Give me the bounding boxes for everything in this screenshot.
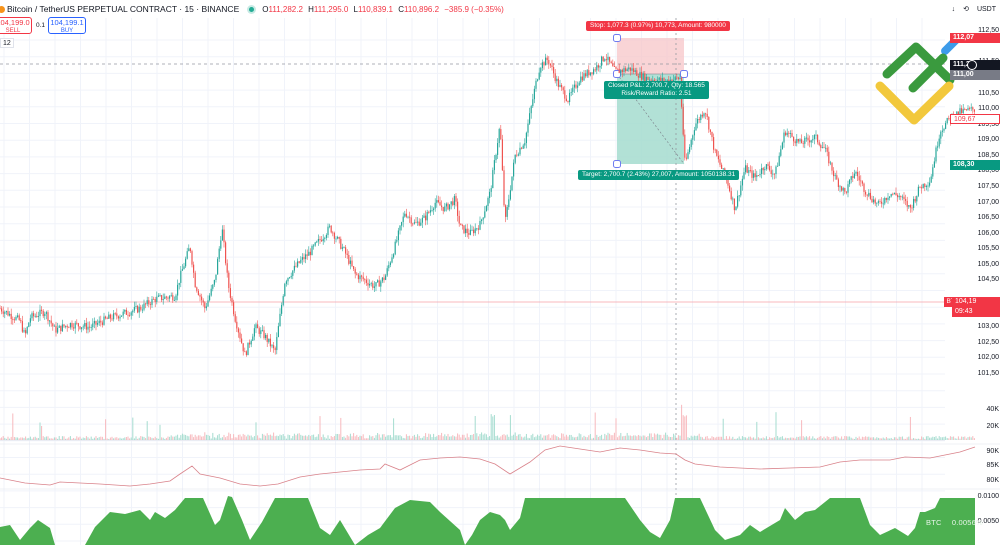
- volume-axis-label: 20K: [986, 423, 999, 430]
- price-axis-label: 110,00: [978, 105, 999, 113]
- crosshair-plus-icon[interactable]: [967, 60, 977, 70]
- close-price-tag: 109,67: [950, 114, 1000, 124]
- funding-symbol: BTC: [926, 518, 942, 527]
- indicator-axis-label: 85K: [986, 462, 999, 469]
- funding-value: 0.0056%: [951, 518, 983, 527]
- market-open-icon: [249, 6, 255, 12]
- last-price-tag: 104,19 09:43: [952, 297, 1000, 317]
- funding-axis-label: 0.0050: [977, 518, 999, 525]
- bitcoin-icon: [0, 5, 5, 13]
- buy-label: BUY: [60, 28, 74, 34]
- price-axis-label: 108,00: [977, 167, 999, 175]
- sell-price: 104,199.0: [0, 18, 30, 27]
- price-axis-label: 105,50: [977, 245, 999, 253]
- quantity-input[interactable]: 12: [0, 38, 14, 48]
- buy-price: 104,199.1: [50, 18, 84, 27]
- price-axis-label: 103,00: [977, 323, 999, 331]
- grid: [0, 18, 945, 545]
- stop-label[interactable]: Stop: 1,077.3 (0.97%) 10,773, Amount: 98…: [586, 21, 730, 31]
- symbol-title[interactable]: Bitcoin / TetherUS PERPETUAL CONTRACT · …: [7, 4, 240, 14]
- price-axis-label: 102,50: [977, 338, 999, 346]
- price-axis-label: 107,50: [977, 182, 999, 190]
- funding-rate-area: [0, 496, 975, 545]
- sync-icon[interactable]: ⟲: [963, 6, 969, 13]
- funding-legend: BTC 0.0056%: [926, 518, 983, 527]
- target-label[interactable]: Target: 2,700.7 (2.43%) 27,007, Amount: …: [578, 170, 740, 180]
- price-axis-label: 106,00: [977, 229, 999, 237]
- buy-button[interactable]: 104,199.1 BUY: [48, 17, 86, 34]
- indicator-line: [0, 445, 976, 487]
- download-icon[interactable]: ↓: [951, 5, 956, 13]
- ohlc-values: O111,282.2 H111,295.0 L110,839.1 C110,89…: [262, 4, 504, 14]
- chart-header: Bitcoin / TetherUS PERPETUAL CONTRACT · …: [0, 2, 504, 16]
- closed-pnl-text: Closed P&L: 2,700.7, Qty: 18.565: [608, 82, 705, 89]
- closed-pnl-label[interactable]: Closed P&L: 2,700.7, Qty: 18.565 Risk/Re…: [604, 81, 709, 99]
- volume-bars: [0, 404, 975, 441]
- price-axis-label: 108,50: [977, 151, 999, 159]
- indicator-axis-label: 90K: [986, 448, 999, 455]
- funding-axis-label: 0.0100: [977, 493, 999, 500]
- price-axis-label: 109,50: [977, 120, 999, 128]
- price-axis-label: 101,50: [977, 369, 999, 377]
- axis-toolbar: ↓ ⟲ USDT: [952, 0, 1000, 18]
- spread-value: 0.1: [36, 22, 46, 29]
- price-axis-label: 104,50: [977, 276, 999, 284]
- price-axis-label: 109,00: [977, 136, 999, 144]
- price-axis-label: 106,50: [977, 214, 999, 222]
- bar-countdown: 09:43: [955, 308, 973, 315]
- long-position-tool: [613, 34, 688, 168]
- indicator-axis-label: 80K: [986, 477, 999, 484]
- target-price-tag: 108,30: [950, 160, 1000, 170]
- sell-label: SELL: [5, 28, 21, 34]
- price-axis-label: 107,00: [977, 198, 999, 206]
- volume-axis-label: 40K: [986, 406, 999, 413]
- price-axis-label: 102,00: [977, 354, 999, 362]
- risk-reward-text: Risk/Reward Ratio: 2.51: [621, 90, 692, 97]
- candlesticks: [0, 52, 975, 357]
- last-price: 104,19: [955, 298, 977, 305]
- entry-price-tag: 111,00: [950, 70, 1000, 80]
- sell-button[interactable]: 104,199.0 SELL: [0, 17, 32, 34]
- price-axis-label: 110,50: [978, 89, 999, 97]
- currency-selector[interactable]: USDT: [976, 5, 996, 13]
- price-axis-label: 105,00: [977, 260, 999, 268]
- stop-price-tag: 112,07: [950, 33, 1000, 43]
- brand-logo-icon: [875, 36, 960, 125]
- price-axis-label: 112,50: [978, 27, 999, 35]
